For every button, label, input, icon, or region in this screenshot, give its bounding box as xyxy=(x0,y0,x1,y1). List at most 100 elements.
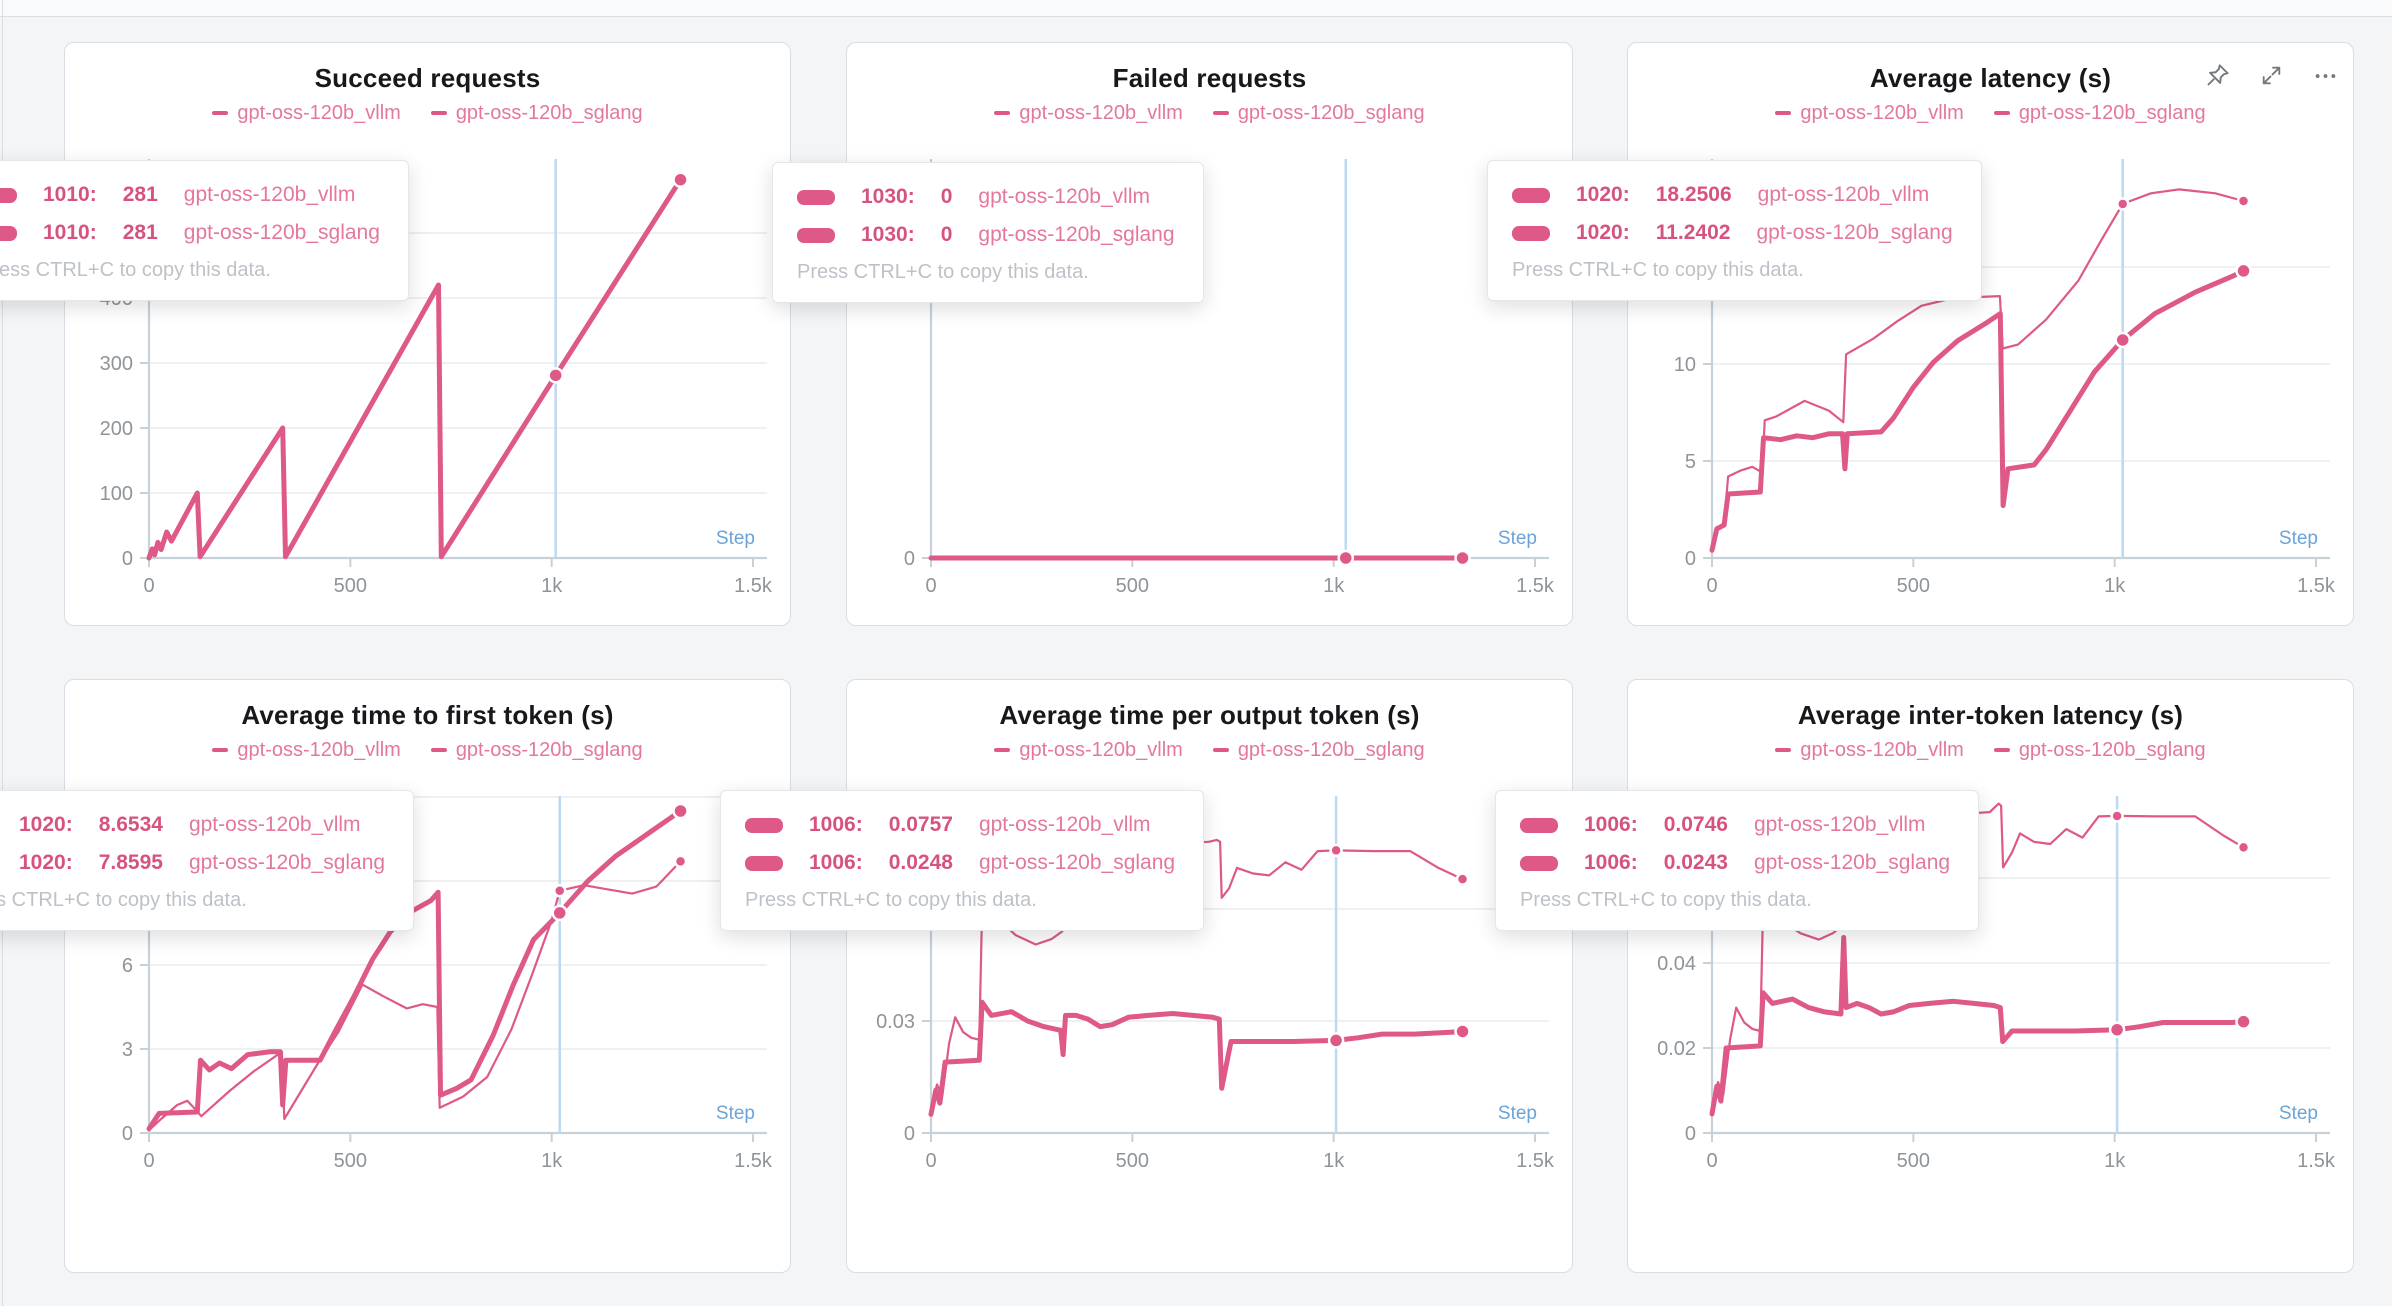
data-point-dot xyxy=(1455,872,1470,886)
tooltip-run-name: gpt-oss-120b_vllm xyxy=(1757,183,1930,206)
x-tick-label: 500 xyxy=(1897,575,1930,597)
legend-dash-icon xyxy=(1212,748,1229,752)
legend-run-name: gpt-oss-120b_vllm xyxy=(1019,101,1183,124)
data-point-dot xyxy=(1454,549,1471,567)
legend-run-name: gpt-oss-120b_sglang xyxy=(2018,101,2206,124)
chart-panel-succeed-requests[interactable]: Succeed requests gpt-oss-120b_vllm gpt-os… xyxy=(64,42,791,626)
series-color-chip-icon xyxy=(745,817,783,833)
x-axis-step-label: Step xyxy=(2279,1103,2318,1124)
tooltip-row: 1020: 7.8595 gpt-oss-120b_sglang xyxy=(0,851,385,875)
chart-panel-failed-requests[interactable]: Failed requests gpt-oss-120b_vllm gpt-oss… xyxy=(846,42,1573,626)
series-line-gpt-oss-120b_sglang[interactable] xyxy=(146,177,683,561)
x-tick-label: 1k xyxy=(2104,575,2126,597)
chart-panel-average-latency-s-[interactable]: Average latency (s) gpt-oss-120b_vllm gpt… xyxy=(1627,42,2354,626)
tooltip-step: 1020: xyxy=(1576,183,1630,206)
data-point-dot xyxy=(547,367,564,384)
chart-title: Average inter-token latency (s) xyxy=(1797,700,2184,730)
tooltip-row: 1010: 281 gpt-oss-120b_sglang xyxy=(0,221,380,245)
chart-tooltip: 1006: 0.0746 gpt-oss-120b_vllm 1006: 0.0243 g… xyxy=(1495,790,1980,931)
tooltip-value: 0.0243 xyxy=(1663,851,1728,874)
data-point-dot xyxy=(1454,1023,1471,1040)
section-top-border xyxy=(0,0,2392,17)
legend-dash-icon xyxy=(1993,111,2010,115)
chart-title: Average latency (s) xyxy=(1869,63,2112,93)
series-color-chip-icon xyxy=(1520,855,1558,871)
series-line-gpt-oss-120b_sglang[interactable] xyxy=(1709,268,2246,553)
expand-icon[interactable] xyxy=(2259,63,2284,88)
data-point-dot xyxy=(2236,840,2251,855)
tooltip-row: 1006: 0.0757 gpt-oss-120b_vllm xyxy=(745,813,1175,837)
chart-title: Failed requests xyxy=(1112,63,1307,93)
x-axis-step-label: Step xyxy=(1498,1103,1537,1124)
legend-dash-icon xyxy=(1775,748,1792,752)
tooltip-value: 0.0757 xyxy=(888,813,953,836)
chart-panel-average-time-to-first-token-s-[interactable]: Average time to first token (s) gpt-oss-… xyxy=(64,679,791,1273)
tooltip-hint: Press CTRL+C to copy this data. xyxy=(0,889,247,911)
legend-run-name: gpt-oss-120b_sglang xyxy=(455,738,643,761)
legend-item: gpt-oss-120b_sglang xyxy=(1212,738,1425,762)
tooltip-run-name: gpt-oss-120b_vllm xyxy=(978,185,1150,208)
chart-panel-average-time-per-output-token-s-[interactable]: Average time per output token (s) gpt-os… xyxy=(846,679,1573,1273)
series-line-gpt-oss-120b_sglang[interactable] xyxy=(1709,935,2246,1117)
legend-run-name: gpt-oss-120b_sglang xyxy=(1237,738,1425,761)
chart-legend: gpt-oss-120b_vllm gpt-oss-120b_sglang xyxy=(847,735,1572,765)
tooltip-row: 1010: 281 gpt-oss-120b_vllm xyxy=(0,183,380,207)
pin-icon[interactable] xyxy=(2204,62,2231,89)
chart-panel-average-inter-token-latency-s-[interactable]: Average inter-token latency (s) gpt-oss-… xyxy=(1627,679,2354,1273)
tooltip-hint: Press CTRL+C to copy this data. xyxy=(1520,889,1812,911)
chart-legend: gpt-oss-120b_vllm gpt-oss-120b_sglang xyxy=(847,98,1572,128)
series-color-chip-icon xyxy=(1512,225,1550,241)
x-tick-label: 500 xyxy=(334,1150,367,1172)
tooltip-row: 1020: 18.2506 gpt-oss-120b_vllm xyxy=(1512,183,1953,207)
x-tick-label: 1.5k xyxy=(734,1150,773,1172)
chart-tooltip: 1030: 0 gpt-oss-120b_vllm 1030: 0 gpt-oss-120… xyxy=(772,162,1204,303)
chart-title: Average time per output token (s) xyxy=(999,700,1420,730)
series-line-gpt-oss-120b_sglang[interactable] xyxy=(146,808,683,1132)
legend-item: gpt-oss-120b_sglang xyxy=(430,102,643,125)
x-tick-label: 1k xyxy=(2104,1150,2126,1172)
tooltip-value: 0.0746 xyxy=(1663,813,1728,836)
chart-tooltip: 1010: 281 gpt-oss-120b_vllm 1010: 281 gpt-oss… xyxy=(0,160,409,301)
x-tick-label: 0 xyxy=(1706,1150,1717,1172)
y-tick-label: 3 xyxy=(122,1039,133,1061)
x-tick-label: 0 xyxy=(1706,575,1717,597)
more-options-icon[interactable] xyxy=(2312,62,2339,89)
tooltip-run-name: gpt-oss-120b_sglang xyxy=(183,221,380,244)
legend-item: gpt-oss-120b_sglang xyxy=(1993,101,2206,125)
tooltip-row: 1006: 0.0243 gpt-oss-120b_sglang xyxy=(1520,851,1950,875)
x-tick-label: 0 xyxy=(143,575,154,597)
section-left-border xyxy=(2,0,3,1306)
series-line-gpt-oss-120b_vllm[interactable] xyxy=(147,860,682,1132)
y-tick-label: 0 xyxy=(1685,1123,1696,1145)
y-tick-label: 0 xyxy=(1685,548,1696,570)
tooltip-step: 1020: xyxy=(19,851,73,874)
series-color-chip-icon xyxy=(797,189,835,205)
series-line-gpt-oss-120b_vllm[interactable] xyxy=(1710,188,2245,550)
data-point-dot xyxy=(1329,843,1343,858)
chart-legend: gpt-oss-120b_vllm gpt-oss-120b_sglang xyxy=(1628,735,2353,765)
tooltip-hint: Press CTRL+C to copy this data. xyxy=(797,261,1089,283)
x-tick-label: 1.5k xyxy=(1516,575,1555,597)
legend-dash-icon xyxy=(1212,111,1229,115)
x-tick-label: 1.5k xyxy=(1516,1150,1555,1172)
y-tick-label: 6 xyxy=(122,955,133,977)
legend-item: gpt-oss-120b_vllm xyxy=(212,739,401,762)
x-tick-label: 1.5k xyxy=(734,575,773,597)
x-tick-label: 500 xyxy=(1116,575,1149,597)
series-line-gpt-oss-120b_sglang[interactable] xyxy=(928,999,1465,1117)
series-color-chip-icon xyxy=(1512,187,1550,203)
series-color-chip-icon xyxy=(1520,817,1558,833)
y-tick-label: 10 xyxy=(1674,354,1696,376)
chart-tooltip: 1020: 18.2506 gpt-oss-120b_vllm 1020: 11.240… xyxy=(1487,160,1982,301)
tooltip-run-name: gpt-oss-120b_vllm xyxy=(1753,813,1926,836)
data-point-dot xyxy=(551,904,568,922)
legend-run-name: gpt-oss-120b_vllm xyxy=(1019,738,1183,761)
legend-run-name: gpt-oss-120b_sglang xyxy=(2018,738,2206,761)
legend-dash-icon xyxy=(994,111,1011,115)
data-point-dot xyxy=(2110,809,2124,823)
x-axis-step-label: Step xyxy=(716,528,755,549)
legend-run-name: gpt-oss-120b_vllm xyxy=(1800,738,1964,761)
